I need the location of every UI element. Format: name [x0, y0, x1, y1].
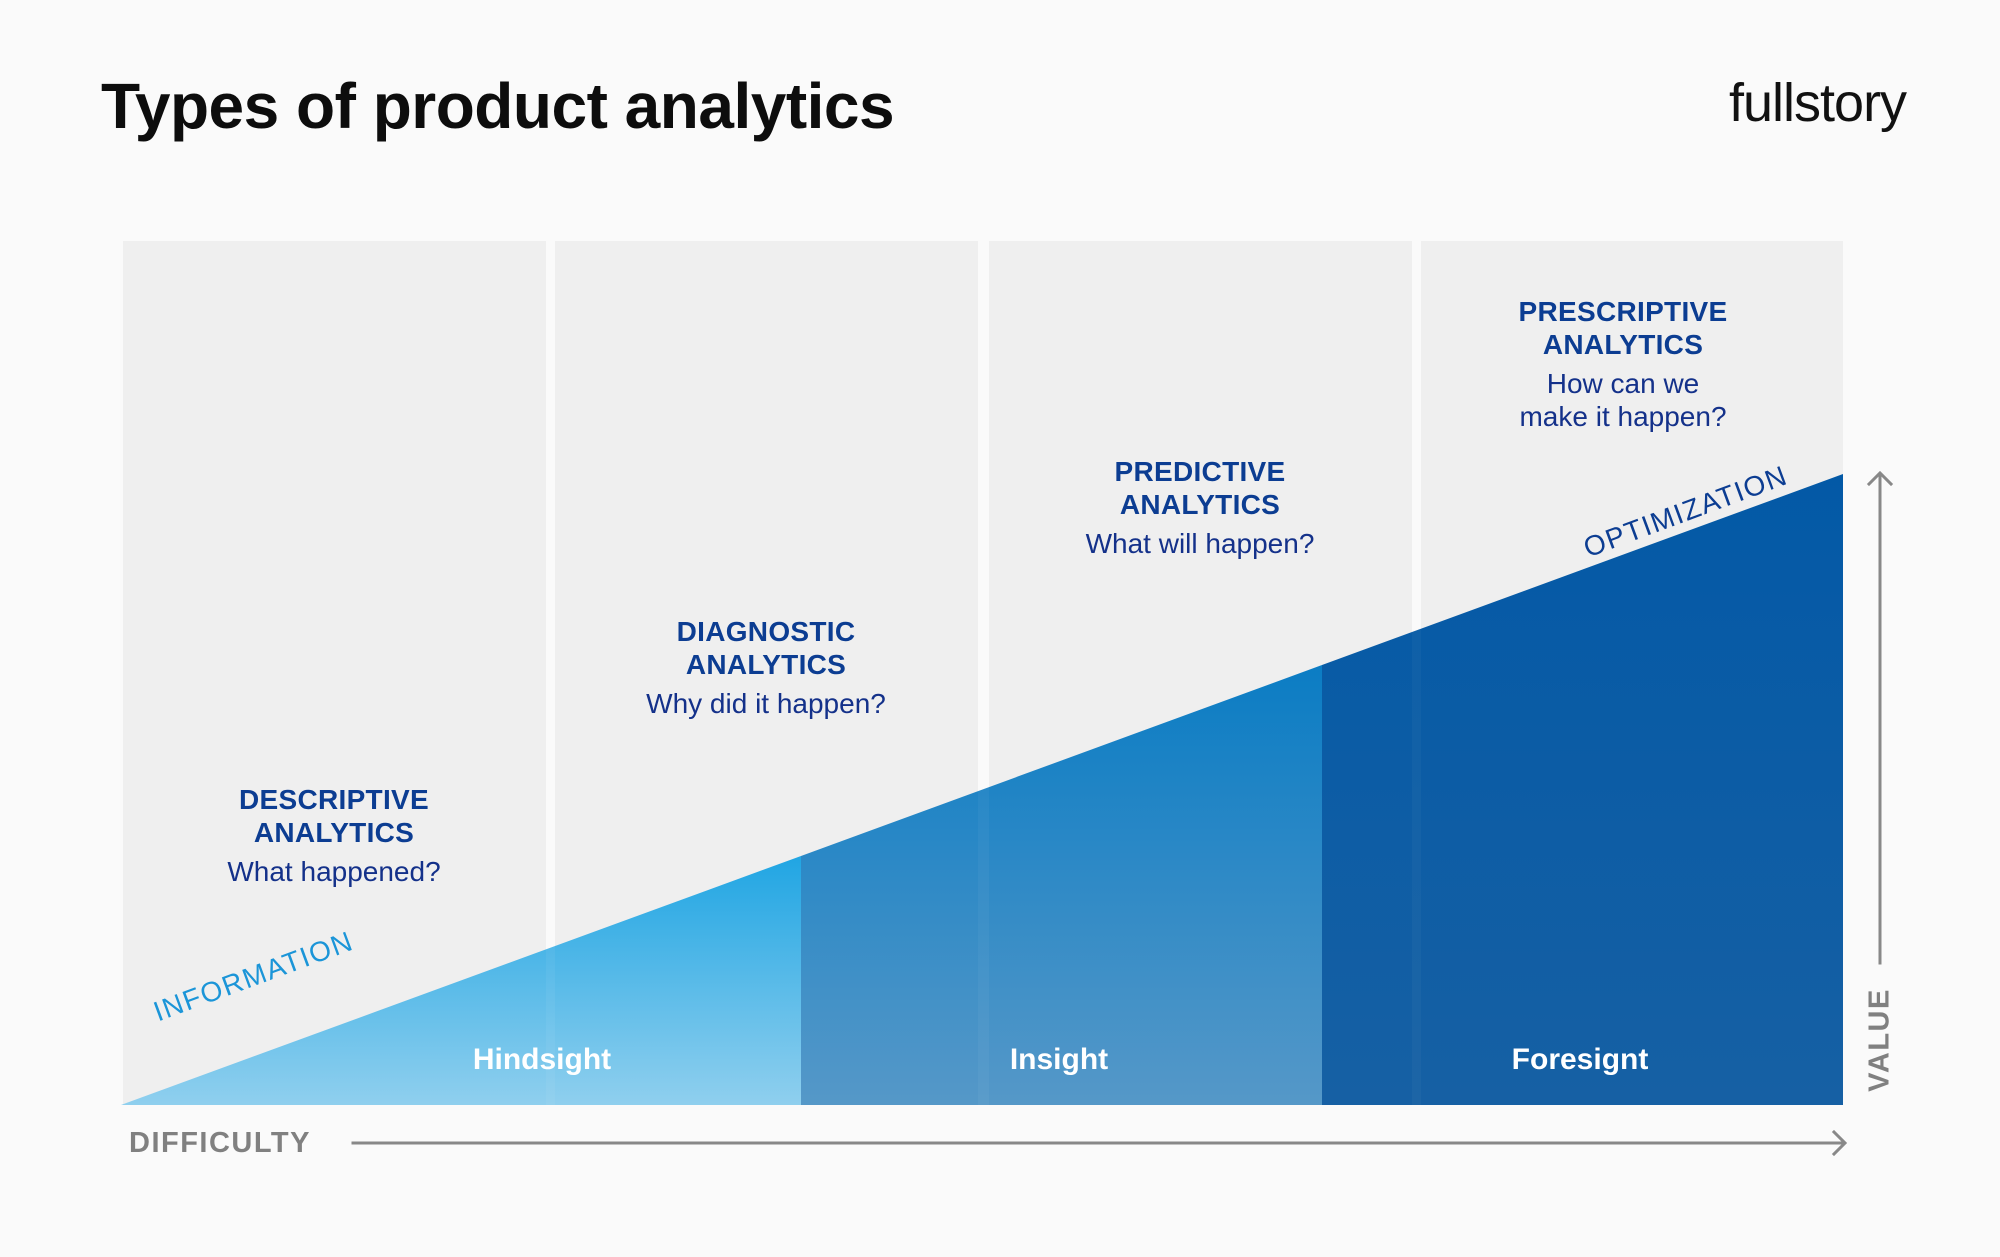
page-title: Types of product analytics	[101, 70, 895, 142]
segment-label-hindsight: Hindsight	[472, 1043, 612, 1076]
diagnostic-heading-line2: ANALYTICS	[685, 649, 847, 680]
descriptive-analytics-block: DESCRIPTIVE ANALYTICS What happened?	[227, 783, 440, 888]
descriptive-heading-line1: DESCRIPTIVE	[238, 784, 429, 815]
column-panel-descriptive	[123, 241, 546, 1105]
prescriptive-question-line1: How can we	[1546, 368, 1700, 399]
predictive-analytics-block: PREDICTIVE ANALYTICS What will happen?	[1086, 455, 1315, 560]
predictive-heading-line2: ANALYTICS	[1119, 489, 1281, 520]
fullstory-logo: fullstory	[1729, 73, 1907, 133]
column-panel-predictive	[989, 241, 1412, 1105]
difficulty-axis-arrow	[351, 1129, 1848, 1157]
descriptive-question: What happened?	[227, 856, 441, 887]
segment-label-foresight: Foresignt	[1511, 1043, 1649, 1076]
value-axis-arrow	[1866, 470, 1894, 965]
diagnostic-analytics-block: DIAGNOSTIC ANALYTICS Why did it happen?	[646, 615, 886, 720]
prescriptive-question-line2: make it happen?	[1519, 401, 1727, 432]
predictive-heading-line1: PREDICTIVE	[1114, 456, 1286, 487]
diagnostic-question: Why did it happen?	[646, 688, 886, 719]
prescriptive-analytics-block: PRESCRIPTIVE ANALYTICS How can we make i…	[1519, 295, 1728, 433]
prescriptive-heading-line2: ANALYTICS	[1542, 329, 1704, 360]
prescriptive-heading-line1: PRESCRIPTIVE	[1518, 296, 1728, 327]
predictive-question: What will happen?	[1085, 528, 1315, 559]
diagnostic-heading-line1: DIAGNOSTIC	[676, 616, 856, 647]
value-axis-label: VALUE	[1863, 988, 1896, 1092]
segment-label-insight: Insight	[1009, 1043, 1109, 1076]
difficulty-axis-label: DIFFICULTY	[129, 1127, 311, 1159]
descriptive-heading-line2: ANALYTICS	[253, 817, 415, 848]
